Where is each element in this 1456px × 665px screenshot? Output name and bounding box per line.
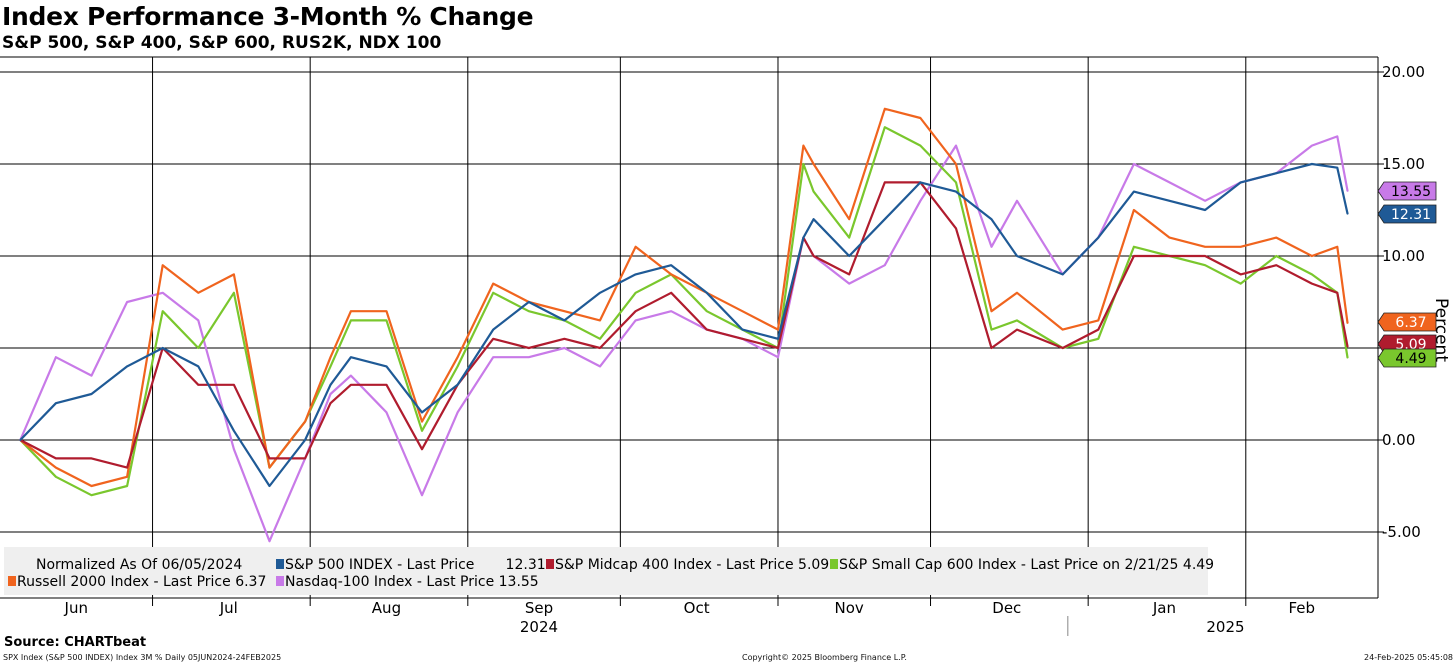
legend-swatch <box>8 576 16 586</box>
badge-label: 4.49 <box>1395 351 1426 367</box>
source-note: Source: CHARTbeat <box>4 635 147 650</box>
legend-swatch <box>276 559 284 569</box>
footer-timestamp: 24-Feb-2025 05:45:08 <box>1364 653 1453 662</box>
badge-label: 12.31 <box>1391 207 1431 223</box>
legend-label: S&P 500 INDEX - Last Price 12.31 <box>285 557 546 573</box>
badge-shape <box>1377 312 1437 332</box>
chart-title: Index Performance 3-Month % Change <box>2 2 534 31</box>
legend-background <box>4 547 1208 595</box>
plot-frame <box>0 56 1379 599</box>
last-value-badge-russell: 6.37 <box>1377 312 1437 332</box>
legend-item-nasdaq: Nasdaq-100 Index - Last Price 13.55 <box>276 574 539 590</box>
x-tick-label: Nov <box>835 599 864 617</box>
series-line-russell <box>19 107 1349 488</box>
chart-subtitle: S&P 500, S&P 400, S&P 600, RUS2K, NDX 10… <box>2 33 442 53</box>
x-year-label: 2024 <box>520 618 558 636</box>
legend-swatch <box>546 559 554 569</box>
legend-item-small: S&P Small Cap 600 Index - Last Price on … <box>830 557 1214 573</box>
y-tick-label: 10.00 <box>1382 247 1425 265</box>
last-value-badge-small: 4.49 <box>1377 348 1437 368</box>
legend-item-mid: S&P Midcap 400 Index - Last Price 5.09 <box>546 557 829 573</box>
badge-label: 6.37 <box>1395 315 1426 331</box>
legend-swatch <box>276 576 284 586</box>
y-tick-label: 0.00 <box>1382 431 1415 449</box>
footer-series-info: SPX Index (S&P 500 INDEX) Index 3M % Dai… <box>3 653 282 662</box>
legend-header: Normalized As Of 06/05/2024 <box>36 557 242 573</box>
legend-label: Russell 2000 Index - Last Price 6.37 <box>17 574 266 590</box>
legend-label: S&P Small Cap 600 Index - Last Price on … <box>839 557 1214 573</box>
y-tick-label: 15.00 <box>1382 155 1425 173</box>
x-year-label: 2025 <box>1206 618 1244 636</box>
last-value-badge-spx: 12.31 <box>1377 204 1437 224</box>
footer-copyright: Copyright© 2025 Bloomberg Finance L.P. <box>742 653 907 662</box>
badge-shape <box>1377 204 1437 224</box>
gridlines <box>0 57 1378 598</box>
legend-label: Nasdaq-100 Index - Last Price 13.55 <box>285 574 539 590</box>
x-tick-label: Jun <box>64 599 88 617</box>
badge-shape <box>1377 181 1437 201</box>
series-line-spx <box>19 162 1349 488</box>
x-axis-ticks: Jun Jul Aug Sep Oct Nov Dec Jan Feb 2024 2025 <box>64 598 1315 636</box>
legend-item-spx: S&P 500 INDEX - Last Price 12.31 <box>276 557 546 573</box>
x-tick-label: Jan <box>1152 599 1176 617</box>
last-value-badge-nasdaq: 13.55 <box>1377 181 1437 201</box>
legend-swatch <box>830 559 838 569</box>
legend-item-russell: Russell 2000 Index - Last Price 6.37 <box>8 574 266 590</box>
y-axis-label: Percent <box>1431 298 1451 362</box>
badge-label: 13.55 <box>1391 184 1431 200</box>
y-tick-label: 20.00 <box>1382 63 1425 81</box>
y-tick-label: -5.00 <box>1382 523 1421 541</box>
legend: Normalized As Of 06/05/2024 S&P 500 INDEX… <box>4 547 1214 595</box>
x-tick-label: Feb <box>1288 599 1315 617</box>
series-line-nasdaq <box>19 135 1349 543</box>
x-tick-label: Sep <box>525 599 553 617</box>
badge-shape <box>1377 348 1437 368</box>
series-line-small <box>19 126 1349 497</box>
x-tick-label: Oct <box>684 599 710 617</box>
x-tick-label: Aug <box>372 599 401 617</box>
legend-label: S&P Midcap 400 Index - Last Price 5.09 <box>555 557 829 573</box>
series-line-mid <box>19 181 1349 469</box>
series-lines <box>19 107 1349 543</box>
x-tick-label: Dec <box>992 599 1021 617</box>
x-tick-label: Jul <box>219 599 238 617</box>
